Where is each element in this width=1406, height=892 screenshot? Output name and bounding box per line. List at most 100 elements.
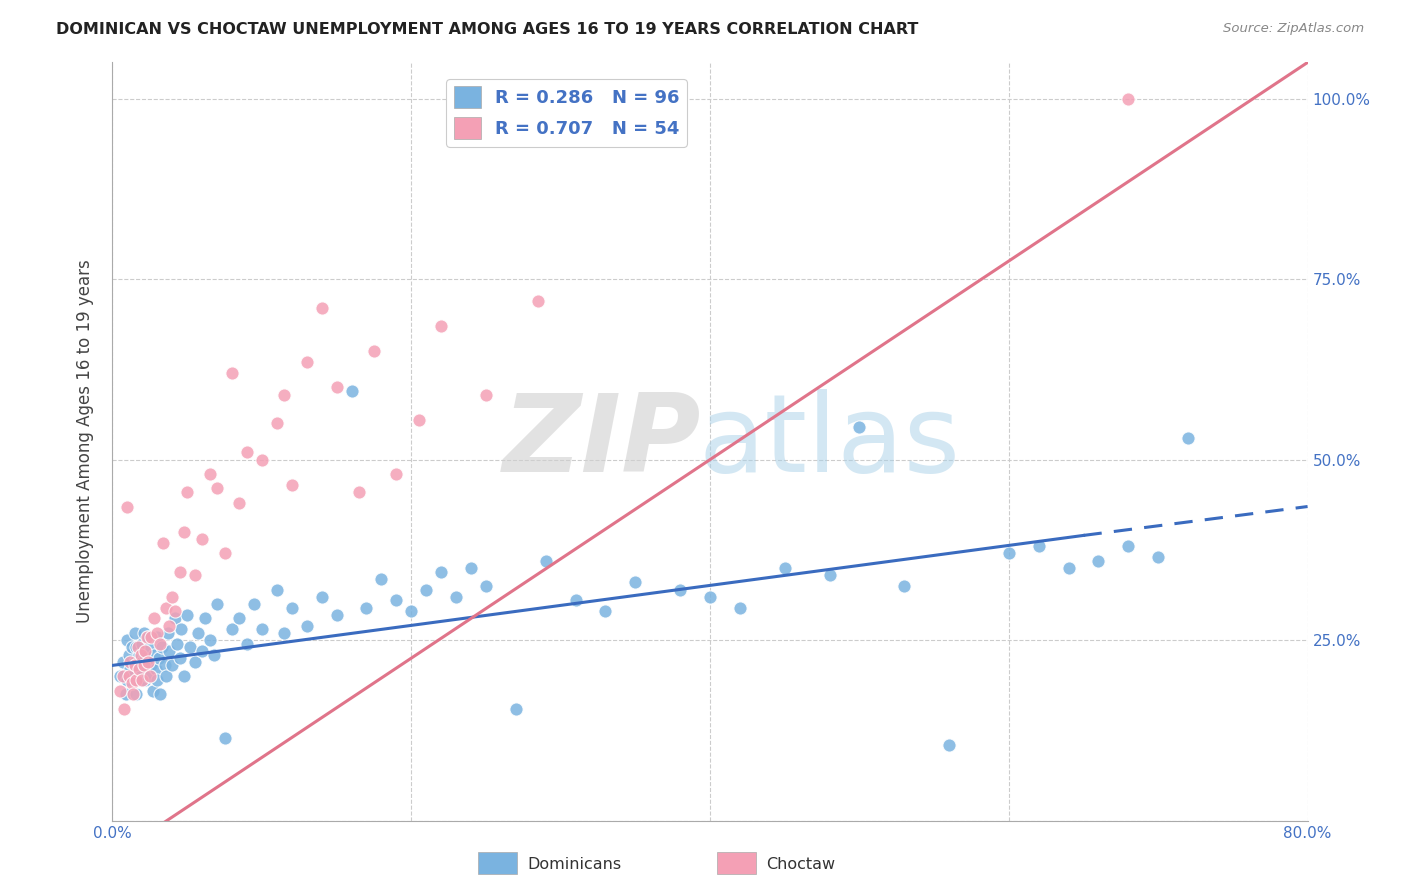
Point bbox=[408, 413, 430, 427]
Point bbox=[250, 622, 273, 636]
Point bbox=[152, 535, 174, 549]
Point bbox=[340, 384, 363, 398]
Point bbox=[115, 687, 138, 701]
Point bbox=[129, 648, 152, 662]
Point bbox=[131, 655, 153, 669]
Point bbox=[149, 637, 172, 651]
Point bbox=[311, 590, 333, 604]
Point bbox=[236, 637, 259, 651]
Text: atlas: atlas bbox=[699, 389, 960, 494]
Point bbox=[194, 611, 217, 625]
Text: DOMINICAN VS CHOCTAW UNEMPLOYMENT AMONG AGES 16 TO 19 YEARS CORRELATION CHART: DOMINICAN VS CHOCTAW UNEMPLOYMENT AMONG … bbox=[56, 22, 918, 37]
Point bbox=[127, 640, 149, 655]
Point bbox=[165, 611, 187, 625]
Point bbox=[114, 702, 135, 716]
Point bbox=[134, 673, 156, 687]
Text: ZIP: ZIP bbox=[503, 389, 702, 494]
Point bbox=[153, 658, 176, 673]
Point bbox=[460, 561, 482, 575]
Point bbox=[139, 669, 162, 683]
Point bbox=[1028, 539, 1050, 553]
Point bbox=[1118, 91, 1140, 105]
Point bbox=[111, 655, 134, 669]
Point bbox=[176, 485, 198, 500]
Point bbox=[146, 673, 169, 687]
Point bbox=[169, 565, 191, 579]
Point bbox=[205, 482, 228, 496]
Point bbox=[221, 622, 243, 636]
Point bbox=[132, 626, 155, 640]
Point bbox=[363, 344, 385, 359]
Point bbox=[108, 669, 131, 683]
Point bbox=[236, 445, 259, 459]
Point bbox=[1087, 554, 1109, 568]
Point bbox=[162, 658, 183, 673]
Point bbox=[135, 630, 157, 644]
Point bbox=[938, 738, 960, 752]
Point bbox=[198, 467, 221, 481]
Point bbox=[1177, 431, 1199, 445]
Point bbox=[138, 655, 160, 669]
Point bbox=[173, 669, 195, 683]
Point bbox=[430, 565, 453, 579]
Point bbox=[699, 590, 721, 604]
Point bbox=[183, 568, 205, 582]
Point bbox=[228, 611, 250, 625]
Point bbox=[356, 600, 378, 615]
Point bbox=[141, 658, 163, 673]
Point bbox=[202, 648, 225, 662]
Point bbox=[128, 673, 150, 687]
Point bbox=[155, 669, 177, 683]
Point bbox=[273, 626, 295, 640]
Point bbox=[173, 524, 195, 539]
Point bbox=[146, 626, 169, 640]
Point bbox=[728, 600, 751, 615]
Point bbox=[125, 687, 148, 701]
Point bbox=[138, 669, 160, 683]
Point bbox=[132, 658, 155, 673]
Point bbox=[266, 582, 288, 597]
Point bbox=[205, 597, 228, 611]
Point bbox=[221, 366, 243, 380]
Point bbox=[146, 630, 169, 644]
Point bbox=[401, 604, 423, 618]
Point bbox=[142, 683, 165, 698]
Point bbox=[145, 662, 167, 676]
Text: Choctaw: Choctaw bbox=[766, 857, 835, 871]
Point bbox=[430, 318, 453, 333]
Point bbox=[295, 355, 318, 369]
Point bbox=[122, 669, 145, 683]
Point bbox=[281, 600, 304, 615]
Point bbox=[176, 607, 198, 622]
Point bbox=[624, 575, 647, 590]
Point bbox=[121, 640, 143, 655]
Point bbox=[157, 644, 180, 658]
Point bbox=[128, 662, 150, 676]
Point bbox=[564, 593, 586, 607]
Point bbox=[534, 554, 557, 568]
Y-axis label: Unemployment Among Ages 16 to 19 years: Unemployment Among Ages 16 to 19 years bbox=[76, 260, 94, 624]
Point bbox=[1057, 561, 1080, 575]
Point bbox=[228, 496, 250, 510]
Point bbox=[250, 452, 273, 467]
Point bbox=[141, 630, 163, 644]
Point bbox=[243, 597, 266, 611]
Point bbox=[1118, 539, 1140, 553]
Point bbox=[505, 702, 527, 716]
Point bbox=[893, 579, 915, 593]
Point bbox=[415, 582, 437, 597]
Point bbox=[669, 582, 692, 597]
Point bbox=[121, 676, 143, 690]
Point bbox=[295, 618, 318, 632]
Point bbox=[311, 301, 333, 315]
Point bbox=[155, 600, 177, 615]
Point bbox=[120, 662, 142, 676]
Point bbox=[118, 648, 141, 662]
Point bbox=[214, 731, 236, 745]
Point bbox=[165, 604, 187, 618]
Point bbox=[169, 651, 191, 665]
Point bbox=[773, 561, 796, 575]
Point bbox=[385, 467, 408, 481]
Point bbox=[125, 640, 148, 655]
Point bbox=[150, 640, 173, 655]
